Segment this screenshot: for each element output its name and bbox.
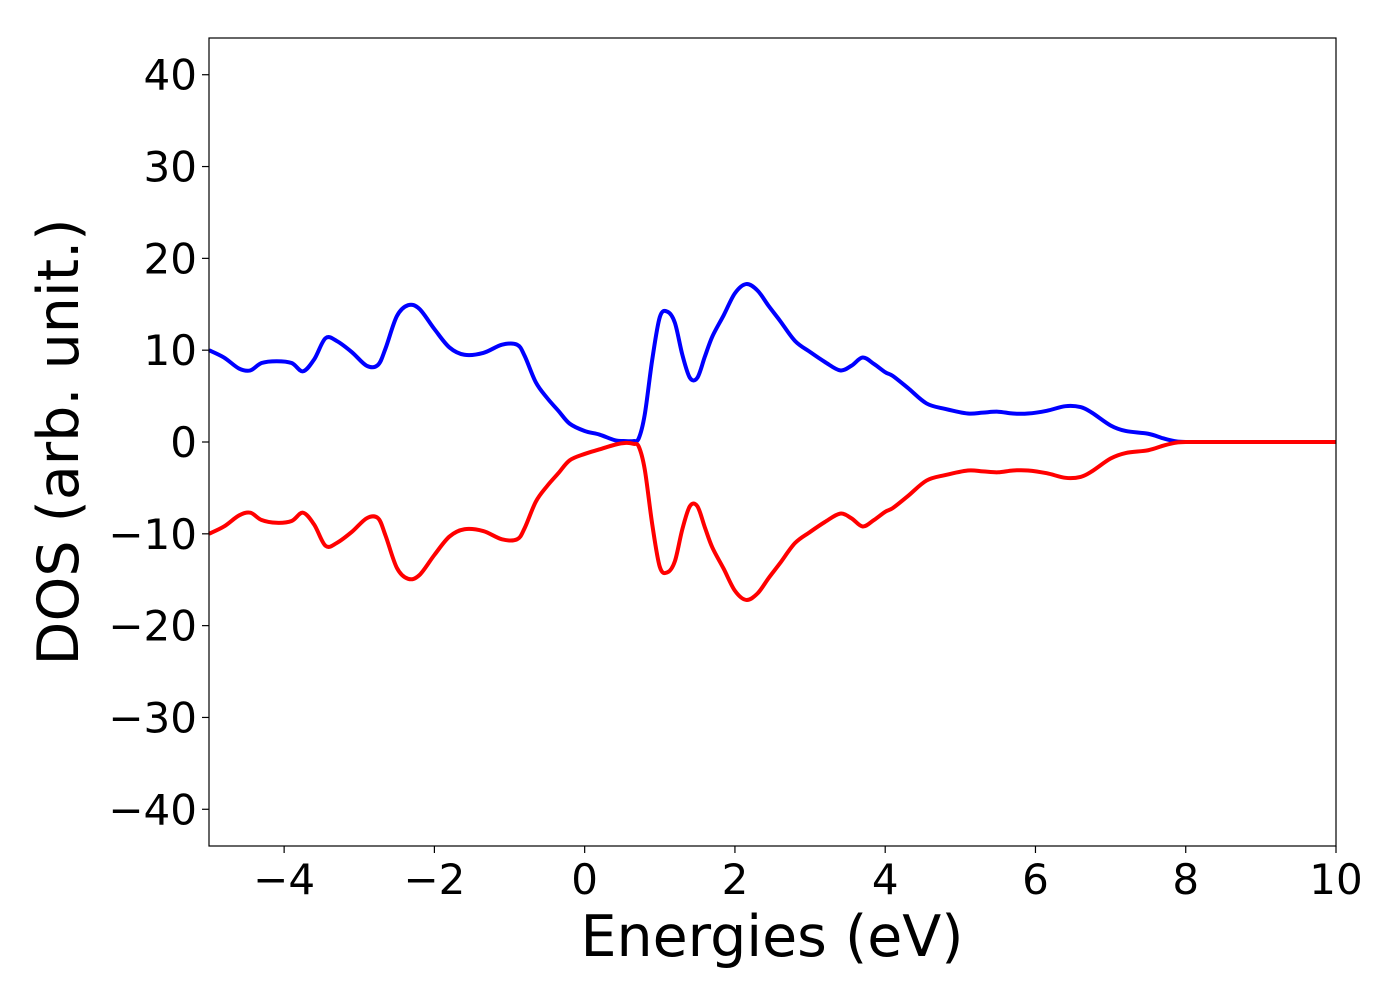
x-tick-label: −4 [253,855,315,904]
series-line-spin-up [208,282,1336,445]
y-tick-label: 0 [170,418,197,467]
y-tick-label: −30 [108,693,197,742]
x-tick-label: 10 [1309,855,1362,904]
x-tick-label: 4 [872,855,899,904]
y-tick-label: −20 [108,602,197,651]
y-tick-label: −40 [108,785,197,834]
y-tick-label: 30 [144,143,197,192]
series-line-spin-down [208,439,1336,602]
y-tick-label: 10 [144,326,197,375]
x-axis-title: Energies (eV) [580,904,963,970]
series-layer [208,282,1336,602]
y-tick-label: −10 [108,510,197,559]
x-axis-ticks: −4 −2 0 2 4 6 8 10 [253,846,1363,904]
x-tick-label: 6 [1022,855,1049,904]
x-tick-label: −2 [403,855,465,904]
y-tick-label: 20 [144,234,197,283]
y-axis-title: DOS (arb. unit.) [26,219,92,666]
x-tick-label: 2 [722,855,749,904]
y-tick-label: 40 [144,51,197,100]
y-axis-ticks: 40 30 20 10 0 −10 −20 −30 −40 [108,51,209,834]
x-tick-label: 0 [571,855,598,904]
x-tick-label: 8 [1172,855,1199,904]
plot-area-frame [208,37,1337,847]
